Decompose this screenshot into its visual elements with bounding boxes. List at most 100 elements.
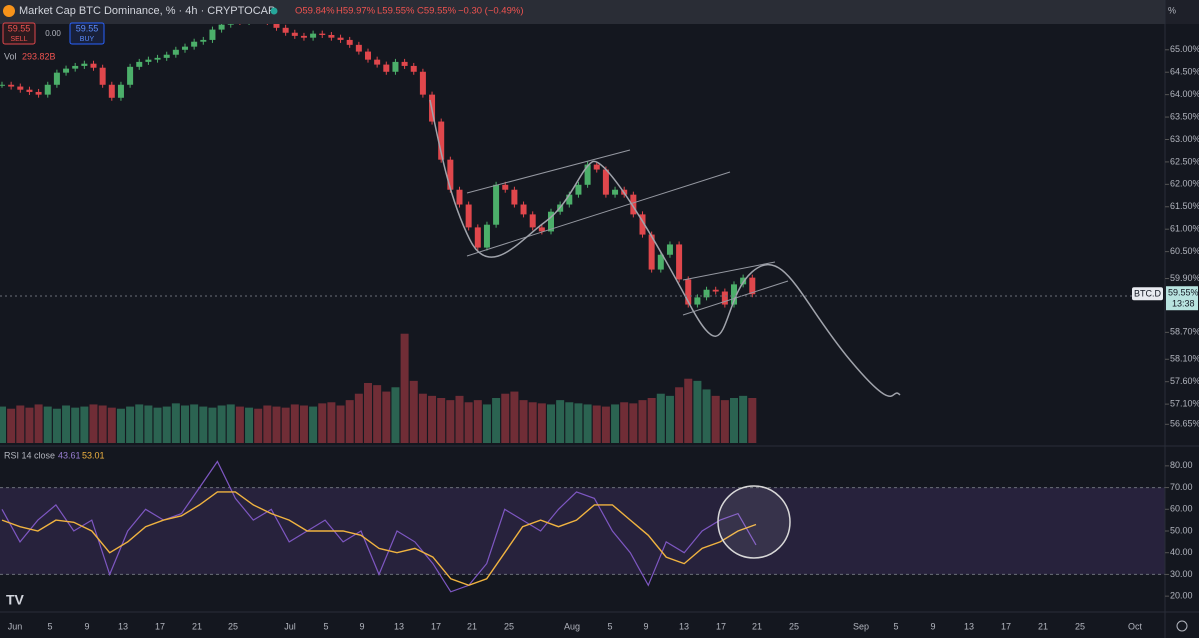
header: Market Cap BTC Dominance, % · 4h · CRYPT… (3, 5, 524, 17)
volume-bar (730, 398, 738, 443)
settings-icon[interactable] (1176, 620, 1188, 632)
candle (273, 21, 280, 28)
candle (81, 63, 88, 66)
candle (529, 214, 536, 228)
y-tick-label: 63.50% (1170, 111, 1199, 121)
candle (282, 27, 289, 33)
symbol: Market Cap BTC Dominance, % · 4h · CRYPT… (19, 5, 275, 17)
y-tick-label: 57.10% (1170, 398, 1199, 408)
volume-bar (592, 405, 601, 443)
candle (319, 33, 326, 35)
candle (218, 24, 225, 30)
x-tick-label: 21 (752, 621, 762, 631)
rsi-line (1, 460, 757, 593)
buy-button[interactable] (69, 22, 105, 45)
volume-bar (638, 400, 647, 443)
candle (493, 184, 500, 225)
drawings (429, 99, 901, 559)
y-tick-label: 61.50% (1170, 201, 1199, 211)
candle (630, 194, 637, 215)
volume-bar (235, 406, 244, 443)
candle (337, 37, 344, 40)
rsi-tick-label: 60.00 (1170, 504, 1193, 514)
volume-bar (217, 405, 226, 443)
volume-bar (116, 408, 125, 443)
volume-bar (171, 403, 180, 443)
price-tag-symbol-bg (1132, 287, 1163, 301)
candle (740, 277, 747, 285)
highlight-circle (717, 485, 791, 559)
candle (392, 61, 399, 72)
x-tick-label: Jul (284, 621, 296, 631)
volume-bar (190, 404, 199, 443)
rsi-tick-label: 80.00 (1170, 460, 1193, 470)
rsi-tick-label: 50.00 (1170, 525, 1193, 535)
volume-bar (428, 395, 437, 443)
x-tick-label: 5 (323, 621, 328, 631)
sell-button[interactable] (2, 22, 36, 45)
x-tick-label: 13 (964, 621, 974, 631)
candle (548, 211, 554, 232)
volume-bar (34, 404, 43, 443)
candle (648, 234, 655, 270)
candle (474, 227, 481, 248)
volume-bar (382, 391, 391, 443)
volume-bar (153, 407, 162, 443)
candle (99, 67, 106, 85)
buy-price: 59.55 (76, 23, 99, 33)
candle (127, 66, 134, 85)
volume-bar (281, 407, 290, 443)
volume-bar (107, 407, 116, 443)
candle (44, 84, 51, 95)
candle (154, 57, 161, 60)
y-tick-label: 59.90% (1170, 273, 1199, 283)
candle (191, 41, 198, 47)
volume-bar (464, 402, 473, 443)
volume-bar (354, 393, 363, 443)
candle (721, 291, 728, 305)
candle (465, 204, 472, 228)
candle (694, 297, 701, 305)
x-tick-label: 25 (789, 621, 799, 631)
x-tick-label: Sep (853, 621, 869, 631)
unit: % (1168, 5, 1176, 15)
y-tick-label: 57.60% (1170, 376, 1199, 386)
volume-bar (665, 395, 674, 443)
candle (117, 84, 124, 98)
y-tick-label: 62.50% (1170, 156, 1199, 166)
price-tag-bg (1166, 286, 1198, 311)
candle (163, 54, 170, 58)
status-dot (270, 7, 278, 15)
candle (291, 32, 298, 36)
volume-value: 293.82B (22, 51, 56, 61)
candle (676, 244, 683, 280)
volume-bar (647, 398, 656, 443)
volume-bar (537, 403, 546, 443)
volume-bar (318, 403, 327, 443)
x-tick-label: 5 (47, 621, 52, 631)
candle (639, 214, 646, 235)
volume-bar (336, 405, 345, 443)
candle (575, 184, 582, 195)
spread: 0.00 (45, 29, 61, 38)
candle (612, 189, 619, 195)
volume-bar (455, 395, 464, 443)
volume-bar (519, 400, 528, 443)
volume-bar (80, 406, 89, 443)
y-tick-label: 64.00% (1170, 89, 1199, 99)
volume-bar (245, 407, 254, 443)
candle (749, 277, 756, 295)
volume-bar (583, 404, 592, 443)
unit-box[interactable] (1165, 0, 1199, 24)
volume-bar (684, 378, 693, 443)
candle (666, 244, 673, 255)
y-tick-label: 65.00% (1170, 44, 1199, 54)
volume-bar (181, 405, 189, 443)
candle (346, 39, 353, 45)
volume-bar (299, 405, 308, 443)
volume-bar (711, 395, 720, 443)
volume-bar (528, 402, 537, 443)
volume-bar (675, 387, 684, 443)
volume-bar (547, 404, 555, 443)
